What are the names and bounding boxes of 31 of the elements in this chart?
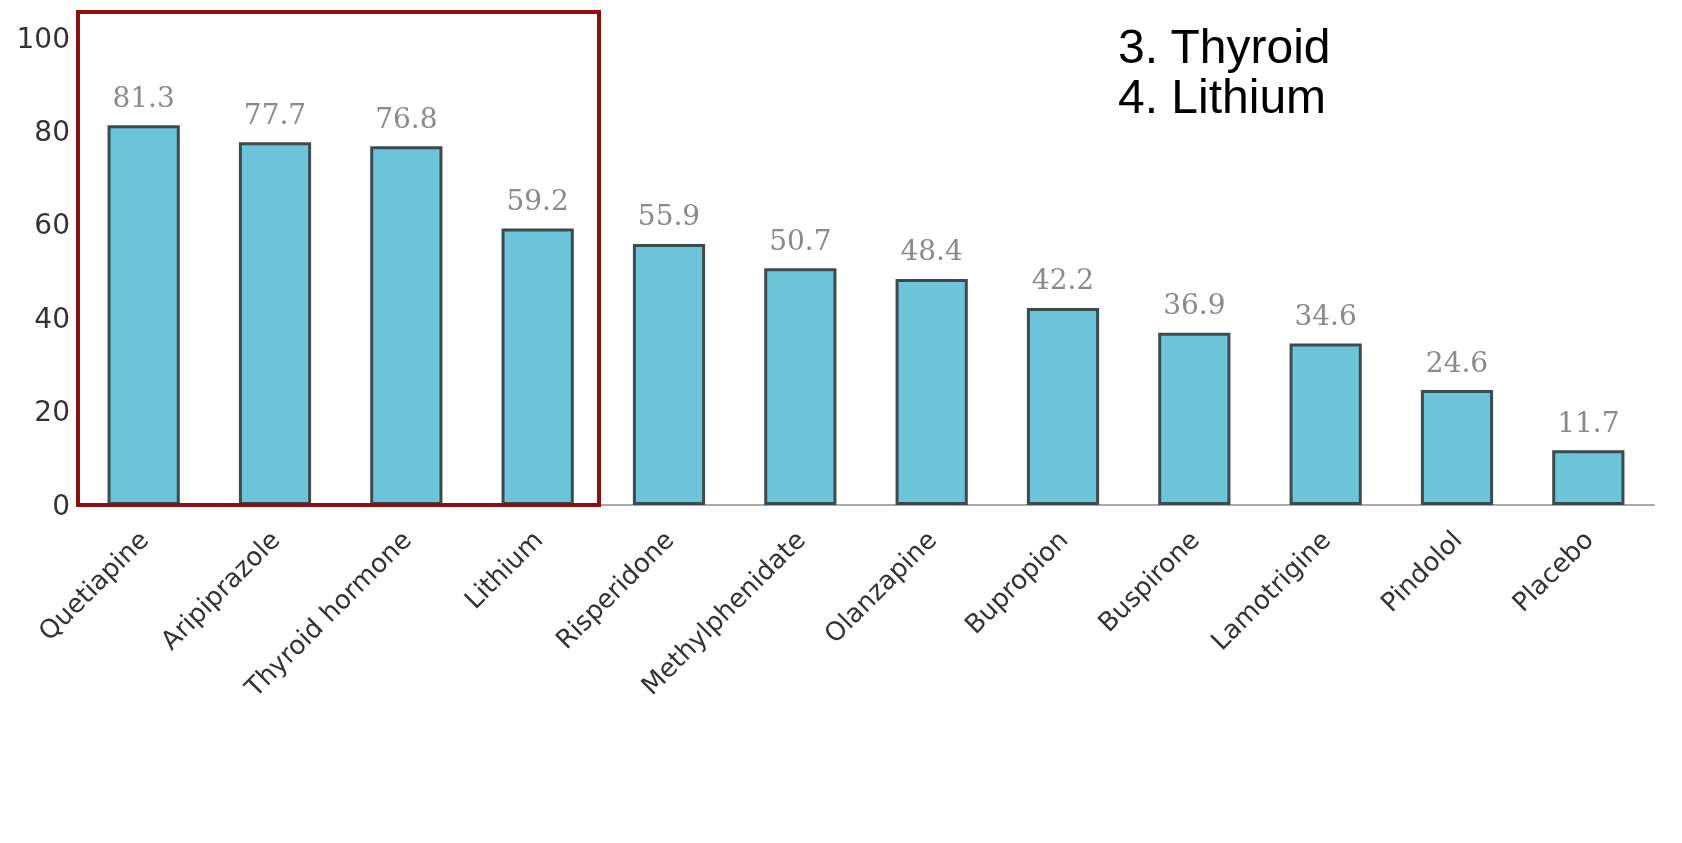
bar (238, 142, 312, 505)
bar (1158, 332, 1231, 505)
bar (764, 268, 837, 505)
bar (370, 146, 443, 505)
annotation: 3. Thyroid (1118, 19, 1331, 73)
bar (1289, 343, 1362, 505)
data-label: 76.8 (375, 101, 438, 135)
y-tick-label: 100 (16, 21, 70, 55)
data-label: 50.7 (769, 223, 832, 257)
data-label: 48.4 (900, 234, 963, 268)
bar (1026, 307, 1100, 505)
bar (1552, 450, 1625, 505)
bar (632, 243, 706, 505)
bar (107, 125, 180, 505)
data-label: 81.3 (112, 80, 175, 114)
data-label: 34.6 (1294, 298, 1357, 332)
data-label: 55.9 (637, 199, 701, 233)
data-label: 77.7 (243, 97, 307, 131)
data-label: 59.2 (506, 184, 569, 218)
y-tick-label: 60 (34, 208, 70, 242)
y-tick-label: 40 (34, 301, 70, 335)
bar (895, 278, 968, 505)
y-tick-label: 0 (52, 488, 70, 522)
bar (501, 228, 574, 505)
data-label: 24.6 (1425, 345, 1489, 379)
y-tick-label: 80 (34, 114, 70, 148)
data-label: 36.9 (1163, 288, 1226, 322)
data-label: 11.7 (1557, 405, 1620, 439)
bar (1420, 390, 1494, 505)
data-label: 42.2 (1031, 263, 1095, 297)
y-tick-label: 20 (34, 395, 70, 429)
